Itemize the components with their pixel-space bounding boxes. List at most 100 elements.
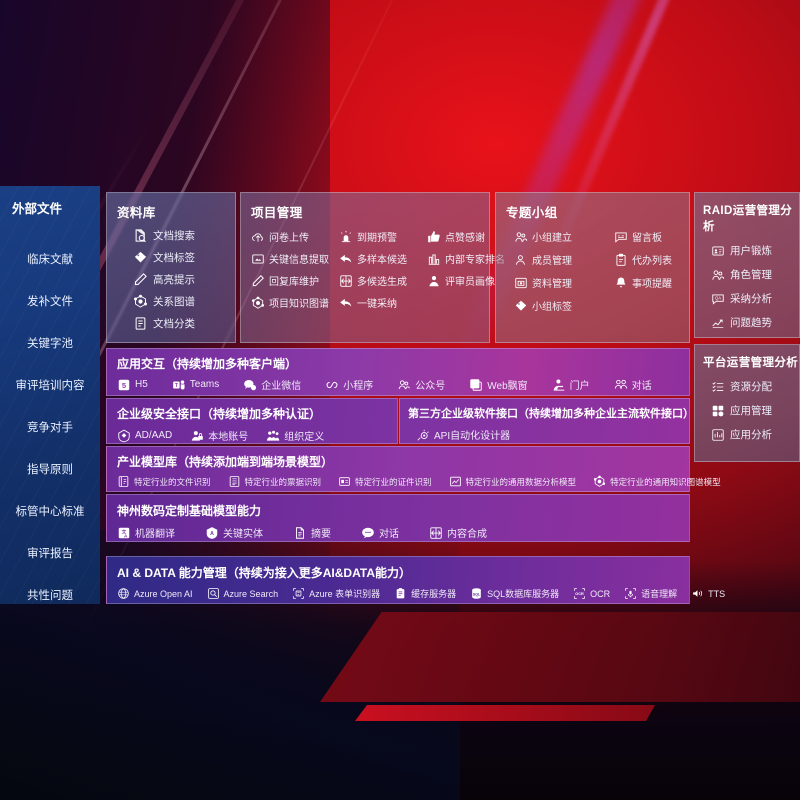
raid-item-role-mgmt[interactable]: 角色管理 [711,267,799,282]
analysis-box-icon [711,428,725,442]
chip-cache-server[interactable]: 缓存服务器 [394,587,456,600]
svg-text:A: A [210,530,214,536]
project-item-thanks[interactable]: 点赞感谢 [427,229,501,244]
data-analysis-icon [449,475,462,488]
chip-label: 组织定义 [284,432,325,443]
project-item-reviewer-profile[interactable]: 评审员画像 [427,273,501,288]
sidebar: 外部文件 临床文献 发补文件 关键字池 审评培训内容 竞争对手 指导原则 标管中… [0,186,100,604]
chip-api-designer[interactable]: API自动化设计器 [416,427,510,442]
project-item-due-alert[interactable]: 到期预警 [339,229,427,244]
raid-item-adoption-analysis[interactable]: QA 采纳分析 [711,291,799,306]
chip-web-popup[interactable]: Web飘窗 [469,377,528,392]
trend-chart-icon [711,316,725,330]
project-item-knowledge-graph[interactable]: 项目知识图谱 [251,295,339,310]
chip-portal[interactable]: 门户 [552,377,590,392]
group-item-member[interactable]: 成员管理 [514,252,614,267]
chip-summary[interactable]: 摘要 [293,525,331,540]
chip-label: AD/AAD [135,430,173,441]
pen-edit-icon [251,274,265,288]
sidebar-item-supplement-docs[interactable]: 发补文件 [27,296,73,308]
chip-tts[interactable]: TTS [691,587,725,600]
platform-item-resource-alloc[interactable]: 资源分配 [711,379,799,394]
platform-item-app-mgmt[interactable]: 应用管理 [711,403,799,418]
raid-item-user-level[interactable]: 用户锻炼 [711,243,799,258]
chip-dialog[interactable]: 对话 [614,377,652,392]
svg-text:SQL: SQL [473,593,481,597]
chip-data-analysis-model[interactable]: 特定行业的通用数据分析模型 [449,475,576,488]
chip-receipt-recognition[interactable]: 特定行业的票据识别 [228,475,322,488]
group-item-create[interactable]: 小组建立 [514,229,614,244]
project-item-upload[interactable]: 问卷上传 [251,229,339,244]
chip-knowledge-graph-model[interactable]: 特定行业的通用知识图谱模型 [593,475,721,488]
library-item-highlight[interactable]: 高亮提示 [133,272,235,287]
chip-label: 本地账号 [208,432,249,443]
raid-item-issue-trend[interactable]: 问题趋势 [711,315,799,330]
chip-wechat-work[interactable]: 企业微信 [243,377,301,392]
chip-azure-search[interactable]: Azure Search [207,587,279,600]
group-item-label: 小组建立 [532,233,572,244]
library-item-label: 关系图谱 [153,296,195,308]
project-item-one-click-adopt[interactable]: 一键采纳 [339,295,427,310]
file-recognize-icon [117,475,130,488]
row-ai-data-chips: Azure Open AI Azure Search Azure 表单识别器 缓… [117,587,725,600]
chip-org-define[interactable]: 组织定义 [266,428,324,443]
sidebar-item-common-issues[interactable]: 共性问题 [27,590,73,602]
chip-label: 摘要 [311,529,331,540]
library-item-doc-tag[interactable]: 文档标签 [133,250,235,265]
project-item-label: 关键信息提取 [269,255,329,266]
chip-label: 特定行业的票据识别 [244,476,322,487]
chip-label: SQL数据库服务器 [487,589,560,599]
chip-teams[interactable]: T Teams [172,378,219,392]
chip-ad-aad[interactable]: AD/AAD [117,429,172,443]
group-item-board[interactable]: 留言板 [614,229,704,244]
chip-h5[interactable]: 5 H5 [117,378,148,392]
sidebar-item-guidelines[interactable]: 指导原则 [27,464,73,476]
sidebar-item-clinical-literature[interactable]: 临床文献 [27,254,73,266]
project-item-multi-candidate[interactable]: 多样本候选 [339,251,427,266]
library-item-graph[interactable]: 关系图谱 [133,294,235,309]
group-item-todo[interactable]: 代办列表 [614,252,704,267]
chip-label: Azure Search [223,588,279,599]
raid-item-label: 采纳分析 [730,293,772,305]
project-item-reply-maintain[interactable]: 回复库维护 [251,273,339,288]
chip-content-synthesis[interactable]: 内容合成 [429,525,487,540]
group-item-tag[interactable]: 小组标签 [514,298,614,313]
chip-key-entity[interactable]: A 关键实体 [205,525,263,540]
sidebar-item-review-training[interactable]: 审评培训内容 [15,380,85,392]
chat-bubble-icon [361,526,375,540]
group-item-reminder[interactable]: 事项提醒 [614,275,704,290]
chip-form-recognizer[interactable]: Azure 表单识别器 [292,587,380,600]
clipboard-icon [614,253,628,267]
sidebar-item-competitors[interactable]: 竞争对手 [27,422,73,434]
project-item-generate[interactable]: 多候选生成 [339,273,427,288]
chip-miniprogram[interactable]: 小程序 [325,377,373,392]
tag-icon [133,250,148,265]
sidebar-item-review-report[interactable]: 审评报告 [27,548,73,560]
group-item-archive[interactable]: 资料管理 [514,275,614,290]
project-item-extract[interactable]: 关键信息提取 [251,251,339,266]
sidebar-item-keyword-pool[interactable]: 关键字池 [27,338,73,350]
library-title: 资料库 [117,206,156,220]
chip-label: 内容合成 [447,529,487,540]
project-item-label: 多样本候选 [357,255,407,266]
chip-azure-openai[interactable]: Azure Open AI [117,587,193,600]
chip-speech-understanding[interactable]: 语音理解 [624,587,677,600]
chip-id-recognition[interactable]: 特定行业的证件识别 [338,475,432,488]
project-item-label: 到期预警 [357,233,397,244]
chip-chat[interactable]: 对话 [361,525,399,540]
chip-official-account[interactable]: 公众号 [397,377,445,392]
chip-local-account[interactable]: 本地账号 [190,428,248,443]
row-base-models-header: 神州数码定制基础模型能力 [117,504,262,518]
library-item-doc-class[interactable]: 文档分类 [133,316,235,331]
chip-file-recognition[interactable]: 特定行业的文件识别 [117,475,211,488]
platform-item-app-analysis[interactable]: 应用分析 [711,427,799,442]
library-item-doc-search[interactable]: 文档搜索 [133,228,235,243]
chip-sql-db-server[interactable]: SQL SQL数据库服务器 [470,587,559,600]
chip-ocr[interactable]: OCR OCR [573,587,610,600]
sidebar-item-standards-center[interactable]: 标管中心标准 [15,506,85,518]
raid-panel: RAID运营管理分析 用户锻炼 角色管理 QA 采纳分析 问题趋势 [694,192,800,338]
project-item-expert-rank[interactable]: 内部专家排名 [427,251,505,266]
group-item-label: 事项提醒 [632,279,672,290]
